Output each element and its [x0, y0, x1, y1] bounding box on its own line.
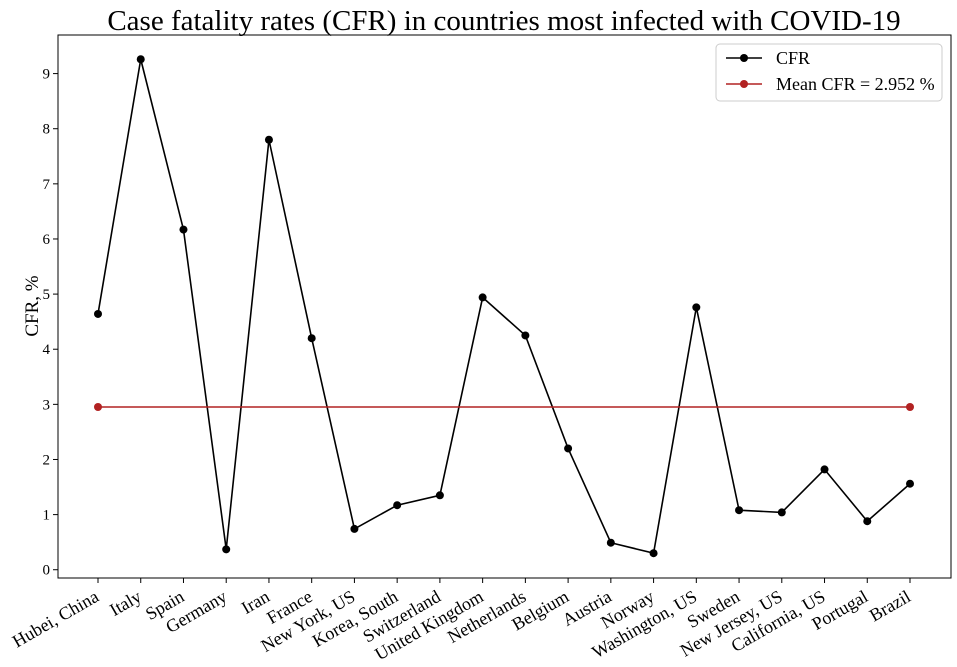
- legend-mean-label: Mean CFR = 2.952 %: [776, 74, 935, 94]
- plot-frame: [57, 34, 952, 579]
- cfr-point: [863, 517, 872, 526]
- x-tick-label: Italy: [106, 586, 145, 620]
- cfr-point: [222, 545, 231, 554]
- y-tick-label: 3: [43, 397, 51, 413]
- cfr-point: [179, 225, 188, 234]
- y-tick-label: 9: [43, 67, 51, 83]
- y-tick-label: 2: [43, 452, 51, 468]
- cfr-point: [606, 538, 615, 547]
- cfr-point: [649, 549, 658, 558]
- series-layer: [94, 55, 914, 558]
- cfr-point: [393, 501, 402, 510]
- cfr-point: [264, 135, 273, 144]
- cfr-point: [350, 524, 359, 533]
- cfr-point: [521, 331, 530, 340]
- legend-cfr-label: CFR: [776, 48, 810, 68]
- cfr-point: [735, 506, 744, 515]
- y-tick-label: 8: [43, 122, 51, 138]
- x-tick-label: Brazil: [866, 586, 914, 625]
- cfr-point: [478, 293, 487, 302]
- cfr-point: [136, 55, 145, 64]
- cfr-point: [820, 465, 829, 474]
- chart-title: Case fatality rates (CFR) in countries m…: [107, 5, 900, 37]
- cfr-line: [97, 59, 911, 555]
- cfr-point: [94, 309, 102, 318]
- y-tick-label: 4: [43, 342, 51, 358]
- y-tick-label: 7: [43, 177, 51, 193]
- y-tick-label: 5: [43, 287, 51, 303]
- mean-cfr-point: [906, 402, 914, 411]
- cfr-point: [435, 491, 444, 500]
- series-cfr: [94, 55, 914, 558]
- legend: CFR Mean CFR = 2.952 %: [715, 43, 943, 102]
- mean-cfr-point: [94, 402, 102, 411]
- y-tick-label: 0: [43, 563, 51, 579]
- legend-mean-marker: [740, 80, 748, 88]
- y-axis-label: CFR, %: [22, 275, 43, 336]
- cfr-point: [777, 508, 786, 517]
- y-tick-label: 1: [43, 508, 51, 524]
- y-tick-label: 6: [43, 232, 51, 248]
- cfr-point: [906, 479, 914, 488]
- legend-frame: [715, 43, 943, 102]
- cfr-point: [692, 303, 701, 312]
- cfr-point: [564, 444, 573, 453]
- legend-cfr-marker: [740, 54, 748, 62]
- x-tick-label: Hubei, China: [9, 586, 102, 651]
- cfr-point: [307, 334, 316, 343]
- series-mean-cfr: [94, 402, 914, 411]
